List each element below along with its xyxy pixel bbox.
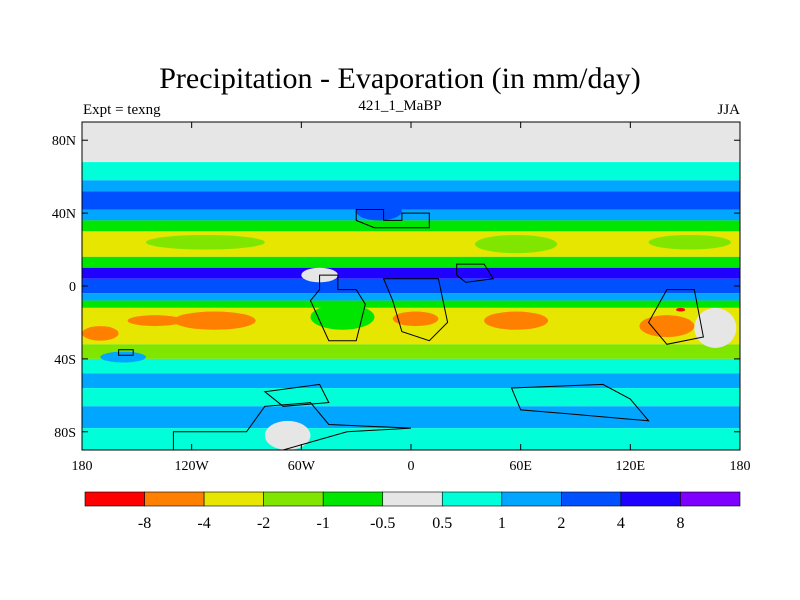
- coastline-7: [263, 383, 330, 407]
- patch-9: [310, 304, 375, 330]
- y-tick-label: 80N: [52, 134, 76, 149]
- x-tick-label: 0: [408, 459, 415, 474]
- colorbar-label: 4: [617, 515, 625, 532]
- band-7: [82, 256, 740, 268]
- band-1: [82, 162, 740, 181]
- patch-4: [127, 315, 183, 327]
- patch-15: [100, 351, 146, 363]
- band-2: [82, 180, 740, 192]
- band-18: [82, 428, 740, 450]
- colorbar-box: [441, 491, 503, 507]
- x-tick-label: 180: [72, 459, 93, 474]
- x-tick-label: 120W: [175, 459, 210, 474]
- colorbar-box: [561, 491, 622, 507]
- colorbar: -8 -4 -2 -1 -0.5 0.5 1 2 4 8: [84, 491, 741, 532]
- coastline-3: [456, 263, 495, 283]
- colorbar-box: [263, 491, 324, 507]
- x-tick-label: 60E: [509, 459, 532, 474]
- colorbar-label: -8: [138, 515, 151, 532]
- coastline-0: [355, 209, 430, 229]
- coastline-4: [647, 289, 704, 345]
- band-11: [82, 300, 740, 308]
- patch-7: [639, 315, 695, 338]
- patch-12: [356, 202, 402, 221]
- band-13: [82, 344, 740, 359]
- map-field: [82, 122, 740, 450]
- band-17: [82, 406, 740, 429]
- chart-title: Precipitation - Evaporation (in mm/day): [159, 62, 641, 95]
- coastline-5: [118, 349, 134, 356]
- colorbar-label: -0.5: [370, 515, 395, 532]
- y-tick-label: 80S: [54, 426, 76, 441]
- season-label: JJA: [717, 102, 740, 118]
- colorbar-label: 0.5: [432, 515, 452, 532]
- patch-13: [676, 307, 686, 312]
- colorbar-box: [501, 491, 562, 507]
- colorbar-box: [680, 491, 741, 507]
- axes: 180 120W 60W 0 60E 120E 180 80N 40N 0 40S 80S: [52, 122, 751, 474]
- coastline-2: [382, 278, 449, 342]
- x-tick-label: 180: [730, 459, 751, 474]
- coastline-1: [309, 274, 366, 342]
- colorbar-box: [620, 491, 681, 507]
- band-10: [82, 293, 740, 301]
- patch-3: [173, 311, 256, 330]
- colorbar-label: 1: [498, 515, 506, 532]
- colorbar-label: -4: [197, 515, 210, 532]
- experiment-label: Expt = texng: [83, 102, 161, 118]
- band-15: [82, 373, 740, 389]
- band-14: [82, 358, 740, 374]
- band-4: [82, 209, 740, 221]
- colorbar-box: [144, 491, 205, 507]
- y-tick-label: 40S: [54, 353, 76, 368]
- coastline-8: [510, 383, 650, 422]
- colorbar-box: [382, 491, 443, 507]
- land-outlines: [118, 209, 704, 450]
- x-tick-label: 120E: [616, 459, 646, 474]
- patch-2: [648, 234, 731, 250]
- patch-8: [82, 326, 119, 341]
- band-5: [82, 220, 740, 232]
- coastline-6: [172, 402, 412, 450]
- patch-6: [484, 311, 549, 330]
- patch-5: [392, 311, 439, 327]
- colorbar-label: -2: [257, 515, 270, 532]
- y-tick-label: 40N: [52, 207, 76, 222]
- patch-14: [264, 420, 311, 450]
- band-3: [82, 191, 740, 210]
- colorbar-box: [84, 491, 145, 507]
- band-8: [82, 267, 740, 279]
- patch-0: [145, 234, 265, 250]
- x-tick-label: 60W: [288, 459, 316, 474]
- y-tick-label: 0: [69, 280, 76, 295]
- chart-subtitle: 421_1_MaBP: [358, 98, 442, 114]
- patch-1: [474, 234, 558, 254]
- patch-10: [694, 307, 737, 348]
- colorbar-label: -1: [317, 515, 330, 532]
- band-0: [82, 122, 740, 163]
- band-16: [82, 388, 740, 407]
- colorbar-label: 2: [557, 515, 565, 532]
- band-9: [82, 278, 740, 294]
- colorbar-label: 8: [676, 515, 684, 532]
- colorbar-box: [322, 491, 384, 507]
- colorbar-box: [203, 491, 264, 507]
